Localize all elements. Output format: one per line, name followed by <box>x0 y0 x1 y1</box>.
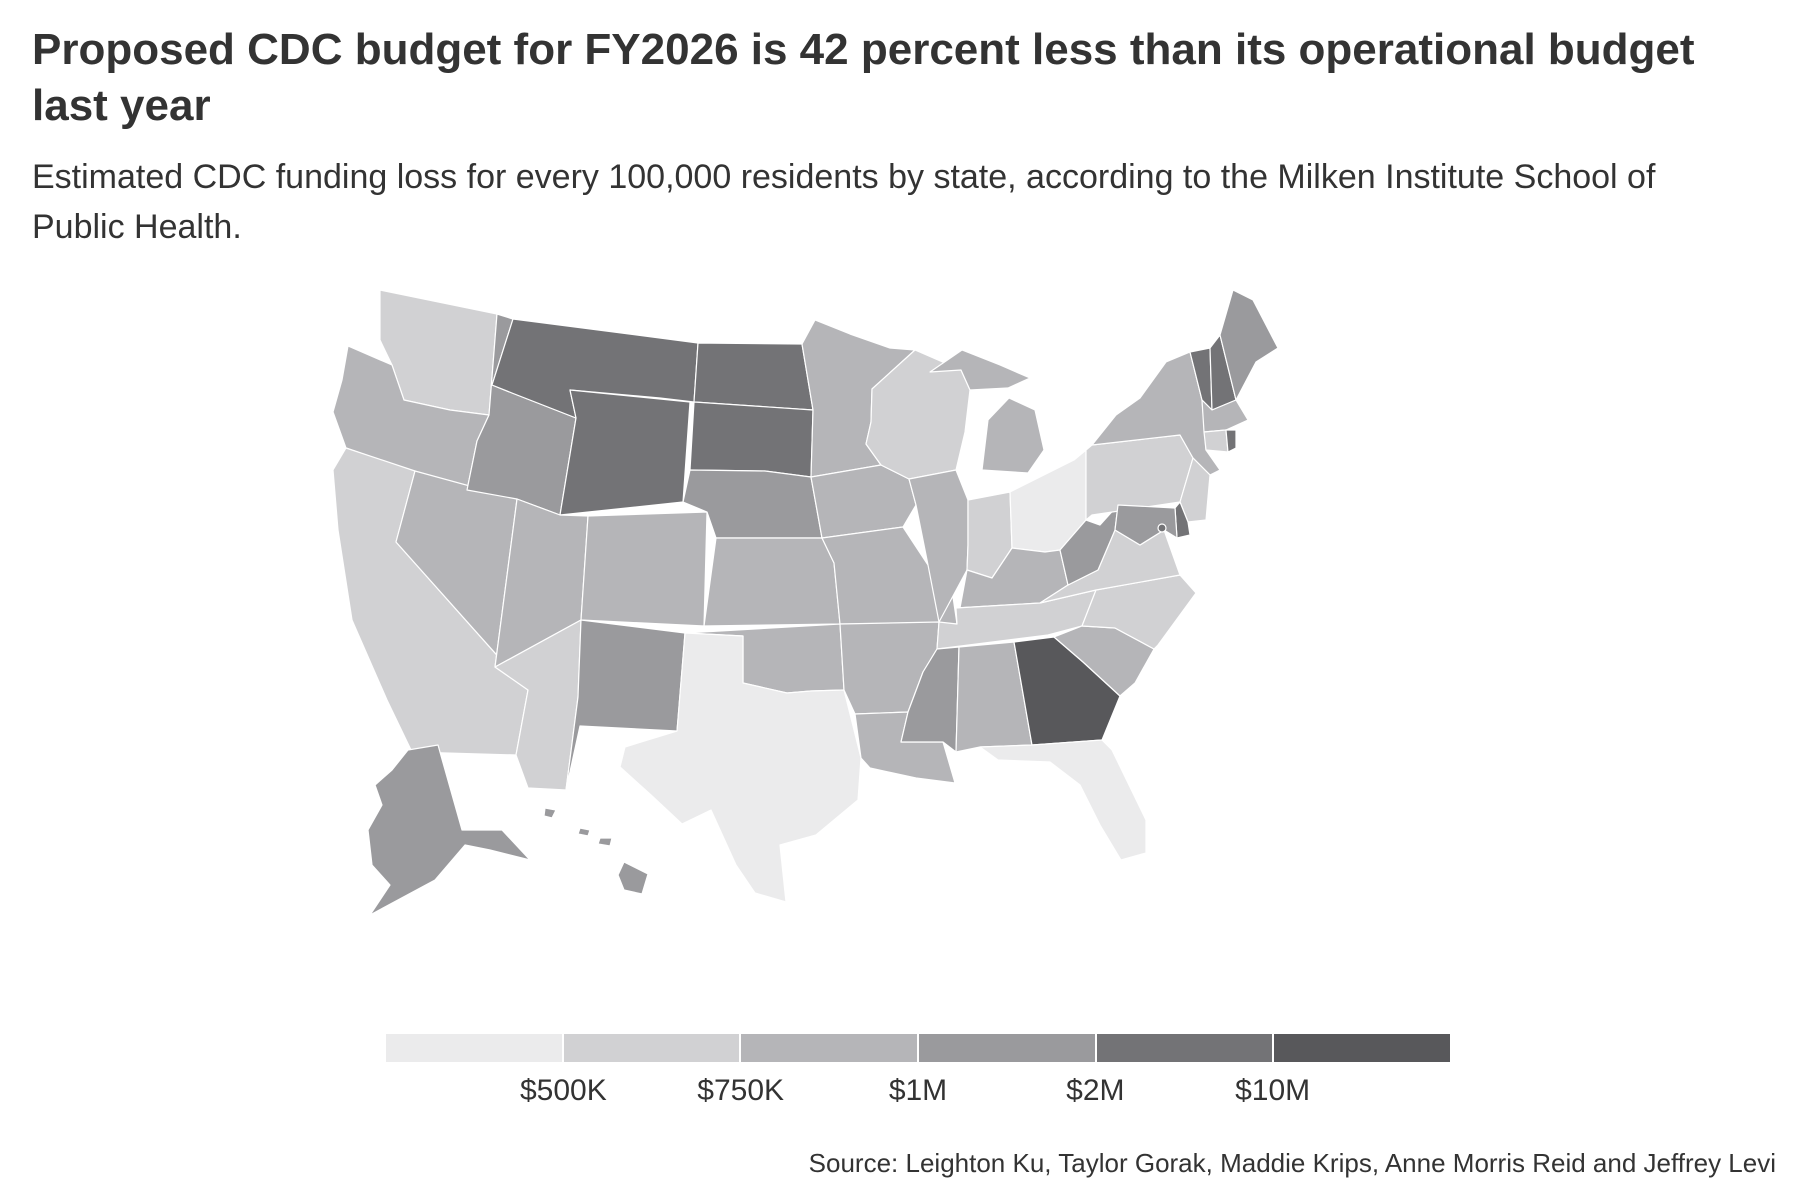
legend-swatch-1 <box>386 1034 564 1062</box>
state-co <box>580 511 708 627</box>
state-nj <box>1179 457 1211 523</box>
legend-swatch-5 <box>1096 1034 1275 1062</box>
state-dc <box>1157 523 1167 533</box>
continental-states <box>332 289 1279 903</box>
state-ms <box>900 646 960 753</box>
state-ak <box>367 744 531 916</box>
state-nd <box>693 342 814 411</box>
legend-swatch-6 <box>1274 1034 1451 1062</box>
state-wy <box>559 389 691 516</box>
state-mi <box>929 349 1045 474</box>
legend-swatch-2 <box>563 1034 742 1062</box>
state-sd <box>689 401 814 478</box>
state-ct <box>1203 429 1229 453</box>
legend-label-5: $10M <box>1235 1074 1311 1107</box>
source-note: Source: Leighton Ku, Taylor Gorak, Maddi… <box>808 1148 1776 1178</box>
legend-swatch-4 <box>919 1034 1097 1062</box>
state-hi <box>543 807 649 895</box>
state-tx <box>619 632 862 903</box>
state-de <box>1174 501 1191 539</box>
color-legend: $500K $750K $1M $2M $10M <box>386 1034 1451 1114</box>
state-ks <box>703 537 841 627</box>
state-ri <box>1225 429 1237 453</box>
state-fl <box>979 739 1147 861</box>
legend-color-bar <box>386 1034 1451 1062</box>
us-state-map <box>332 289 1279 916</box>
inset-states <box>367 744 649 916</box>
chart-title: Proposed CDC budget for FY2026 is 42 per… <box>32 25 1695 130</box>
legend-label-2: $750K <box>697 1074 785 1107</box>
legend-label-4: $2M <box>1066 1074 1125 1107</box>
legend-swatch-3 <box>741 1034 920 1062</box>
chart-subtitle: Estimated CDC funding loss for every 100… <box>32 158 1656 246</box>
state-mo <box>821 526 958 625</box>
legend-label-1: $500K <box>519 1074 607 1107</box>
legend-label-3: $1M <box>888 1074 948 1107</box>
